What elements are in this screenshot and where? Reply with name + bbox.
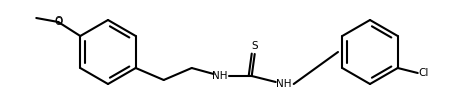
Text: Cl: Cl	[418, 68, 429, 78]
Text: O: O	[54, 16, 62, 26]
Text: NH: NH	[212, 71, 227, 81]
Text: S: S	[252, 41, 258, 51]
Text: O: O	[54, 17, 62, 27]
Text: NH: NH	[276, 79, 292, 89]
